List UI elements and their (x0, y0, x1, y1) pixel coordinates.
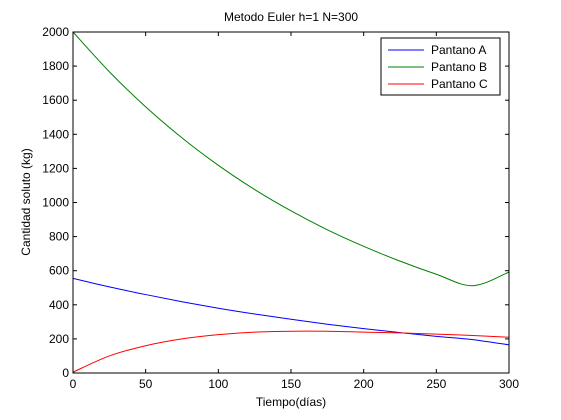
x-tick-label: 250 (426, 377, 446, 391)
x-tick-label: 150 (281, 377, 301, 391)
x-tick-label: 200 (354, 377, 374, 391)
x-tick-label: 0 (70, 377, 77, 391)
y-tick-label: 1000 (42, 196, 69, 210)
y-tick-label: 800 (49, 230, 69, 244)
x-tick-label: 300 (499, 377, 519, 391)
series-line-pantano-c (72, 330, 510, 373)
y-tick-label: 1200 (42, 161, 69, 175)
legend: Pantano A Pantano B Pantano C (380, 37, 501, 96)
series-line-pantano-a (72, 277, 510, 346)
y-tick-label: 1800 (42, 59, 69, 73)
y-tick-label: 1400 (42, 127, 69, 141)
y-tick-label: 200 (49, 332, 69, 346)
y-axis-title: Cantidad soluto (kg) (19, 148, 33, 255)
x-axis: 0 50 100 150 200 250 300 (70, 32, 519, 391)
legend-label: Pantano A (431, 43, 486, 57)
y-tick-label: 0 (62, 366, 69, 380)
series-line-pantano-b (72, 31, 510, 287)
legend-label: Pantano B (431, 60, 487, 74)
y-tick-label: 2000 (42, 25, 69, 39)
y-tick-label: 1600 (42, 93, 69, 107)
x-tick-label: 50 (139, 377, 153, 391)
x-tick-label: 100 (208, 377, 228, 391)
x-axis-title: Tiempo(días) (256, 395, 326, 409)
legend-label: Pantano C (431, 77, 488, 91)
y-tick-label: 400 (49, 298, 69, 312)
series-layer (72, 31, 510, 373)
chart-title: Metodo Euler h=1 N=300 (224, 10, 358, 24)
y-tick-label: 600 (49, 264, 69, 278)
y-axis: 0 200 400 600 800 1000 1200 1400 1600 1800 2000 (42, 25, 509, 380)
